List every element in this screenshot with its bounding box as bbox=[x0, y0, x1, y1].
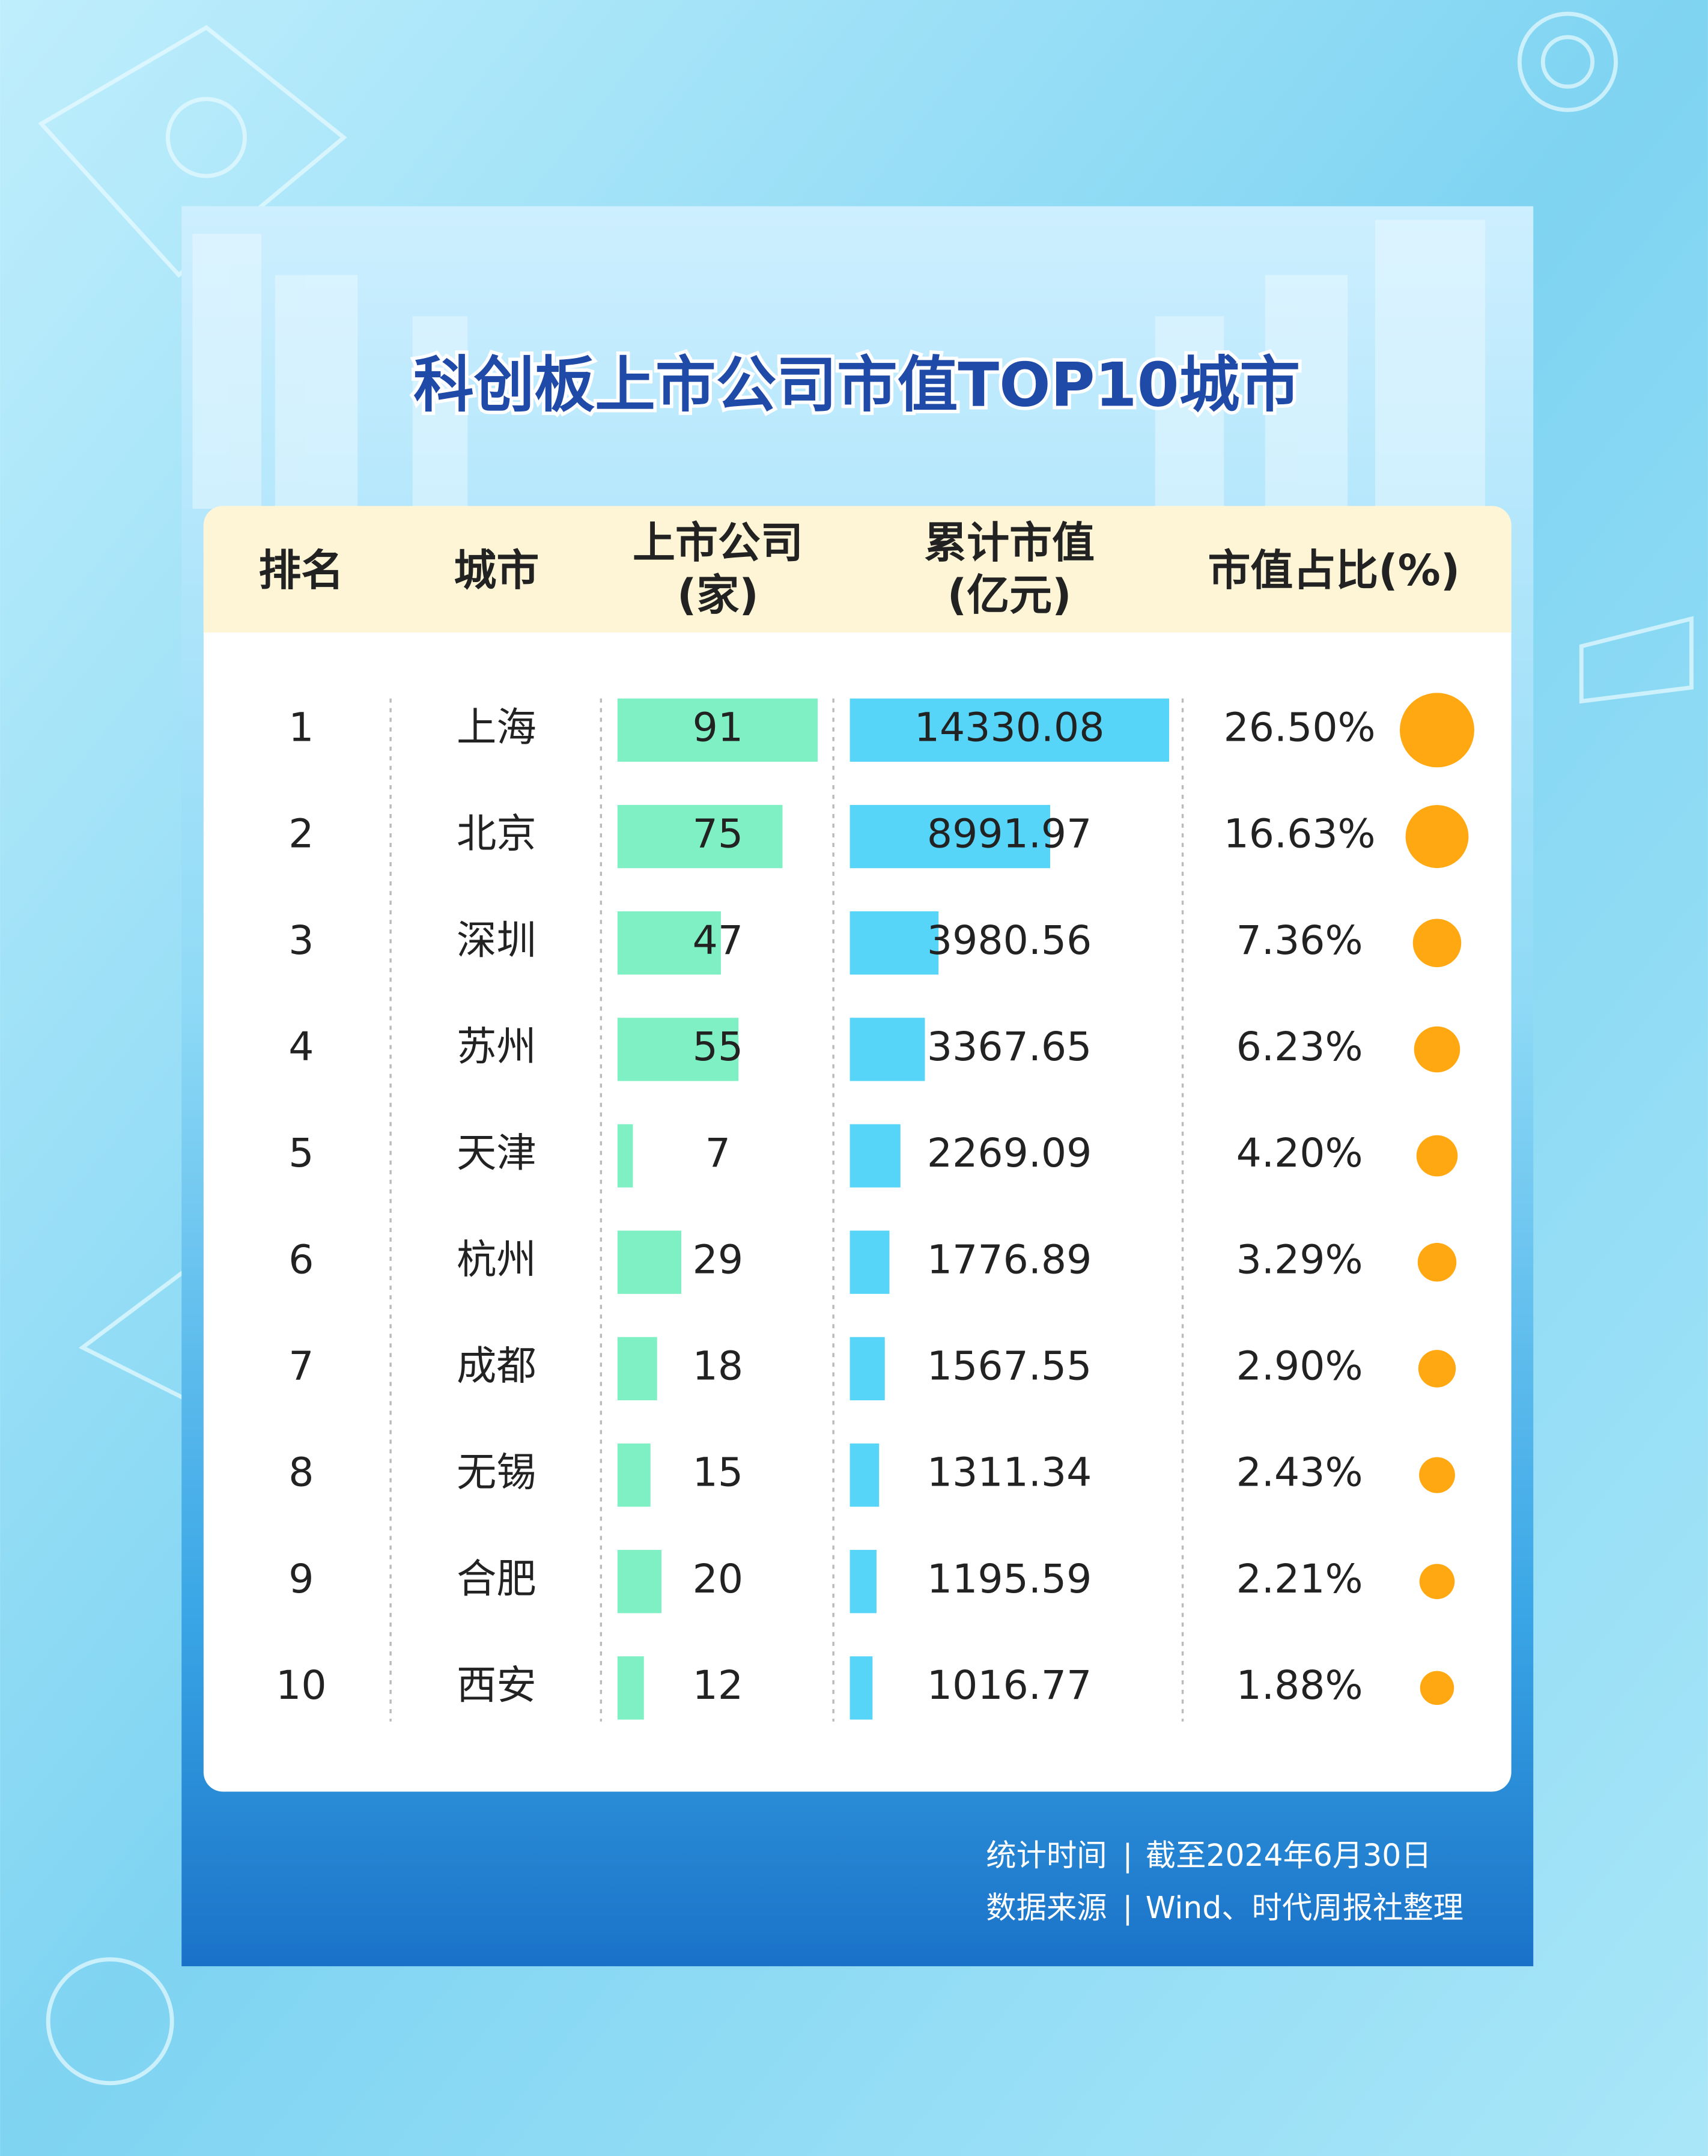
share-dot bbox=[1417, 1242, 1457, 1282]
column-header: (亿元) bbox=[947, 570, 1072, 620]
share: 4.20% bbox=[1236, 1129, 1363, 1176]
city: 北京 bbox=[457, 810, 536, 857]
rank: 9 bbox=[288, 1555, 314, 1602]
company-bar bbox=[617, 1443, 651, 1507]
rank: 5 bbox=[288, 1129, 314, 1176]
city-skyline bbox=[192, 220, 1486, 509]
market-cap-bar bbox=[849, 1018, 925, 1081]
market-cap: 1016.77 bbox=[927, 1662, 1092, 1708]
companies: 91 bbox=[693, 703, 743, 750]
companies: 15 bbox=[693, 1449, 743, 1496]
table: 排名 城市 上市公司(家) 累计市值(亿元) 市值占比(%) 1 上海 91 14330.08 2… bbox=[258, 518, 1474, 1720]
share: 2.43% bbox=[1236, 1449, 1363, 1496]
market-cap: 3980.56 bbox=[927, 917, 1092, 964]
column-dividers bbox=[389, 698, 1184, 1722]
title: 科创板上市公司市值TOP10城市 bbox=[413, 350, 1300, 421]
market-cap-bar bbox=[849, 804, 1051, 869]
footer-time: 截至2024年6月30日 bbox=[1146, 1838, 1432, 1873]
share: 2.90% bbox=[1236, 1342, 1363, 1389]
rank: 7 bbox=[288, 1342, 314, 1389]
company-bar bbox=[617, 1018, 739, 1081]
companies: 18 bbox=[693, 1342, 743, 1389]
market-cap-bar bbox=[849, 1337, 885, 1401]
share-dot bbox=[1405, 805, 1469, 868]
column-header: 累计市值 bbox=[924, 518, 1095, 568]
share-dot bbox=[1400, 693, 1474, 768]
company-bar bbox=[617, 1124, 633, 1188]
share: 1.88% bbox=[1236, 1662, 1363, 1708]
share-dot bbox=[1419, 1457, 1455, 1493]
companies: 55 bbox=[693, 1023, 743, 1070]
market-cap-bar bbox=[849, 698, 1169, 762]
companies: 20 bbox=[693, 1555, 743, 1602]
city: 西安 bbox=[457, 1662, 536, 1708]
column-header: 城市 bbox=[454, 545, 539, 595]
separator: | bbox=[1123, 1890, 1133, 1925]
share-dot bbox=[1414, 1026, 1460, 1073]
table-header-band bbox=[203, 506, 1512, 633]
share: 16.63% bbox=[1224, 810, 1376, 857]
company-bar bbox=[617, 1550, 662, 1614]
column-header: (家) bbox=[677, 570, 759, 620]
rank: 1 bbox=[288, 703, 314, 750]
companies: 12 bbox=[693, 1662, 743, 1708]
share-dot bbox=[1420, 1671, 1454, 1705]
rank: 8 bbox=[288, 1449, 314, 1496]
market-cap: 1311.34 bbox=[927, 1449, 1092, 1496]
city: 成都 bbox=[457, 1342, 536, 1389]
share-dot bbox=[1416, 1135, 1458, 1177]
column-header: 上市公司 bbox=[633, 518, 803, 568]
city: 杭州 bbox=[457, 1236, 536, 1283]
share: 2.21% bbox=[1236, 1555, 1363, 1602]
market-cap: 1567.55 bbox=[927, 1342, 1092, 1389]
city: 无锡 bbox=[457, 1449, 536, 1496]
company-bar bbox=[617, 1337, 657, 1401]
company-bar bbox=[617, 1230, 682, 1294]
market-cap: 3367.65 bbox=[927, 1023, 1092, 1070]
rank: 4 bbox=[288, 1023, 314, 1070]
market-cap: 1195.59 bbox=[927, 1555, 1092, 1602]
separator: | bbox=[1123, 1838, 1133, 1873]
market-cap: 14330.08 bbox=[914, 703, 1105, 750]
share: 7.36% bbox=[1236, 917, 1363, 964]
share-dot bbox=[1419, 1564, 1455, 1599]
market-cap-bar bbox=[849, 1550, 877, 1614]
companies: 75 bbox=[693, 810, 743, 857]
city: 上海 bbox=[457, 703, 536, 750]
company-bar bbox=[617, 911, 721, 975]
share: 3.29% bbox=[1236, 1236, 1363, 1283]
company-bar bbox=[617, 698, 818, 762]
share-dot bbox=[1412, 919, 1462, 967]
share: 26.50% bbox=[1224, 703, 1376, 750]
companies: 47 bbox=[693, 917, 743, 964]
market-cap-bar bbox=[849, 1124, 901, 1188]
company-bar bbox=[617, 804, 783, 869]
column-header: 排名 bbox=[258, 545, 344, 595]
footer-source-label: 数据来源 bbox=[986, 1890, 1107, 1925]
market-cap-bar bbox=[849, 911, 939, 975]
column-header: 市值占比(%) bbox=[1208, 545, 1460, 595]
market-cap: 8991.97 bbox=[927, 810, 1092, 857]
city: 天津 bbox=[457, 1129, 536, 1176]
companies: 7 bbox=[705, 1129, 731, 1176]
market-cap-bar bbox=[849, 1230, 890, 1294]
rank: 10 bbox=[276, 1662, 326, 1708]
company-bar bbox=[617, 1656, 644, 1720]
rank: 2 bbox=[288, 810, 314, 857]
market-cap-bar bbox=[849, 1443, 880, 1507]
rank: 6 bbox=[288, 1236, 314, 1283]
rank: 3 bbox=[288, 917, 314, 964]
city: 深圳 bbox=[457, 917, 536, 964]
market-cap: 1776.89 bbox=[927, 1236, 1092, 1283]
share-dot bbox=[1418, 1350, 1456, 1388]
footer-source: Wind、时代周报社整理 bbox=[1146, 1890, 1463, 1925]
city: 合肥 bbox=[457, 1555, 536, 1602]
companies: 29 bbox=[693, 1236, 743, 1283]
city: 苏州 bbox=[457, 1023, 536, 1070]
footer-time-label: 统计时间 bbox=[986, 1838, 1107, 1873]
share: 6.23% bbox=[1236, 1023, 1363, 1070]
market-cap-bar bbox=[849, 1656, 873, 1720]
market-cap: 2269.09 bbox=[927, 1129, 1092, 1176]
